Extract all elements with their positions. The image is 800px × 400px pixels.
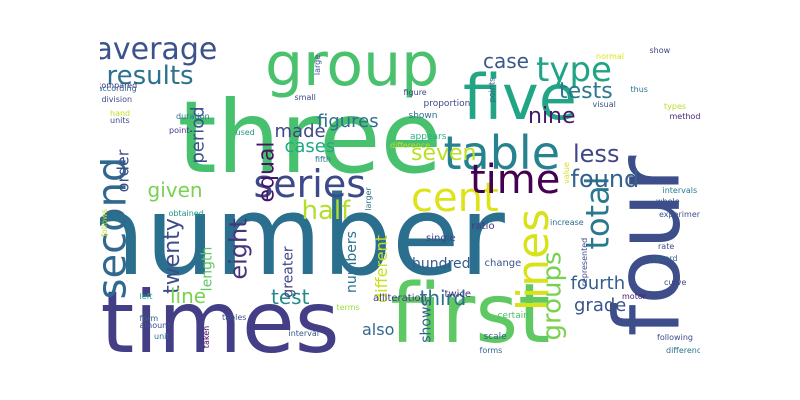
word-times: times <box>100 273 340 360</box>
word-left: left <box>139 292 153 301</box>
word-normal: normal <box>596 52 625 61</box>
word-tables: tables <box>222 313 247 322</box>
word-third: third <box>419 286 467 310</box>
word-test: test <box>271 285 310 309</box>
word-value: value <box>561 162 571 184</box>
word-point: point <box>169 126 190 135</box>
word-proportion: proportion <box>423 98 471 109</box>
word-following: following <box>657 333 693 342</box>
word-number: number <box>100 172 505 300</box>
word-differences: differences <box>666 346 700 355</box>
word-made: made <box>274 121 326 142</box>
word-results: results <box>106 61 194 91</box>
word-order: order <box>112 149 132 193</box>
word-shows: shows <box>418 299 435 343</box>
word-curve: curve <box>664 278 687 287</box>
word-less: less <box>573 140 620 168</box>
word-according: according <box>100 84 137 93</box>
word-cases: cases <box>284 136 336 157</box>
word-scale: scale <box>483 331 507 342</box>
word-five: five <box>463 61 577 134</box>
word-numbers: numbers <box>343 231 360 293</box>
word-forms: forms <box>479 346 503 355</box>
word-experiments: experiments <box>659 210 700 219</box>
word-show: show <box>649 46 671 55</box>
word-record: record <box>652 254 678 263</box>
word-series: series <box>253 162 367 206</box>
word-group: group <box>265 40 440 100</box>
word-thus: thus <box>630 85 648 94</box>
word-small: small <box>294 93 316 102</box>
word-twenty: twenty <box>159 218 185 294</box>
word-hundred: hundred <box>412 256 471 272</box>
word-ratio: ratio <box>471 221 495 232</box>
word-single: single <box>426 233 456 244</box>
word-time: time <box>470 157 561 203</box>
word-equal: equal <box>254 141 280 203</box>
word-division: division <box>101 95 133 104</box>
word-fourth: fourth <box>570 273 626 294</box>
word-figures: figures <box>317 111 379 132</box>
word-figure: figure <box>403 88 427 97</box>
word-motor: motor <box>622 292 647 301</box>
word-half: half <box>301 196 351 226</box>
word-units: units <box>110 116 130 125</box>
word-length: length <box>198 246 215 292</box>
word-cloud: number three four times first five group averag… <box>100 40 700 360</box>
word-eight: eight <box>224 218 253 280</box>
word-found: found <box>570 165 640 193</box>
word-follows: follows <box>100 209 109 237</box>
word-points: points <box>486 77 496 103</box>
word-greater: greater <box>280 246 297 298</box>
word-case: case <box>483 49 529 73</box>
word-compared: compared <box>100 81 138 90</box>
word-form: form <box>139 314 159 323</box>
word-certain: certain <box>497 310 529 321</box>
word-taken: taken <box>202 325 212 349</box>
word-twice: twice <box>444 289 472 300</box>
word-first: first <box>390 267 551 360</box>
word-fifth: fifth <box>315 155 331 164</box>
word-table: table <box>443 126 561 180</box>
word-appears: appears <box>410 131 447 142</box>
word-used: used <box>235 128 255 137</box>
word-also: also <box>362 320 395 339</box>
word-visual: visual <box>592 100 616 109</box>
word-given: given <box>147 178 203 202</box>
word-hand: hand <box>110 109 131 118</box>
word-method: method <box>669 112 701 121</box>
word-type: type <box>536 50 612 90</box>
word-three: three <box>177 79 443 196</box>
word-tests: tests <box>559 79 613 104</box>
word-types: types <box>664 102 687 111</box>
word-line: line <box>170 284 207 308</box>
word-nine: nine <box>528 104 576 129</box>
word-unit: unit <box>154 332 170 341</box>
word-terms: terms <box>336 303 360 312</box>
word-change: change <box>484 258 522 269</box>
word-amount: amount <box>139 321 171 330</box>
word-grade: grade <box>574 295 627 316</box>
word-large: large <box>313 54 323 76</box>
word-shown: shown <box>408 110 438 121</box>
word-duration: duration <box>176 112 210 121</box>
word-cent: cent <box>411 175 499 221</box>
word-rate: rate <box>658 242 675 251</box>
word-average: average <box>100 40 218 67</box>
word-obtained: obtained <box>168 209 204 218</box>
word-groups: groups <box>537 251 568 341</box>
word-difference: difference <box>390 141 431 150</box>
word-represented: represented <box>580 237 590 287</box>
word-alliteration: alliteration <box>373 293 427 304</box>
word-whole: whole <box>656 197 680 206</box>
word-seven: seven <box>411 141 477 166</box>
word-increase: increase <box>550 218 584 227</box>
word-intervals: intervals <box>662 186 698 195</box>
word-interval: interval <box>288 329 320 338</box>
word-larger: larger <box>363 187 373 211</box>
